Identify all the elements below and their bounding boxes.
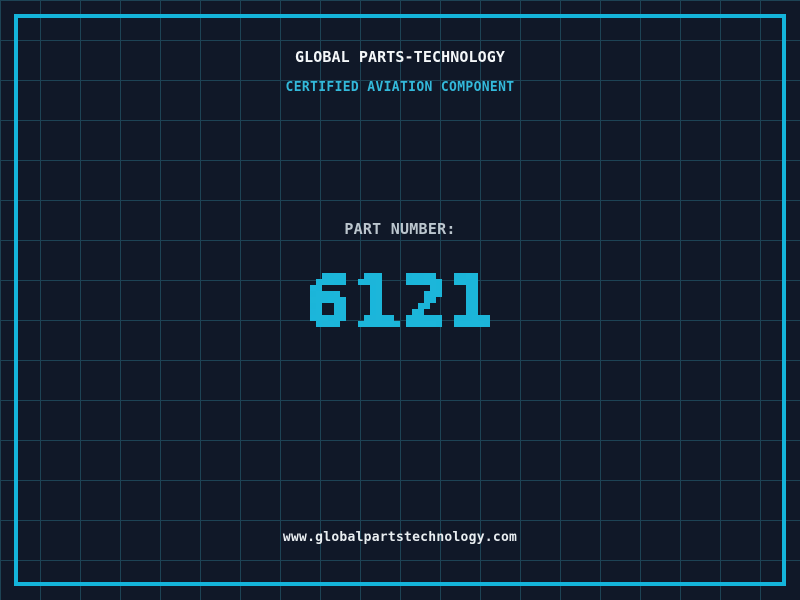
part-number-value: 6121 — [0, 0, 1, 1]
part-number-label: PART NUMBER: — [344, 220, 456, 238]
company-title: GLOBAL PARTS-TECHNOLOGY — [294, 48, 505, 66]
part-number-display — [304, 261, 496, 339]
website-url: www.globalpartstechnology.com — [282, 530, 518, 545]
certification-subtitle: CERTIFIED AVIATION COMPONENT — [285, 80, 515, 95]
frame-border — [14, 14, 786, 586]
